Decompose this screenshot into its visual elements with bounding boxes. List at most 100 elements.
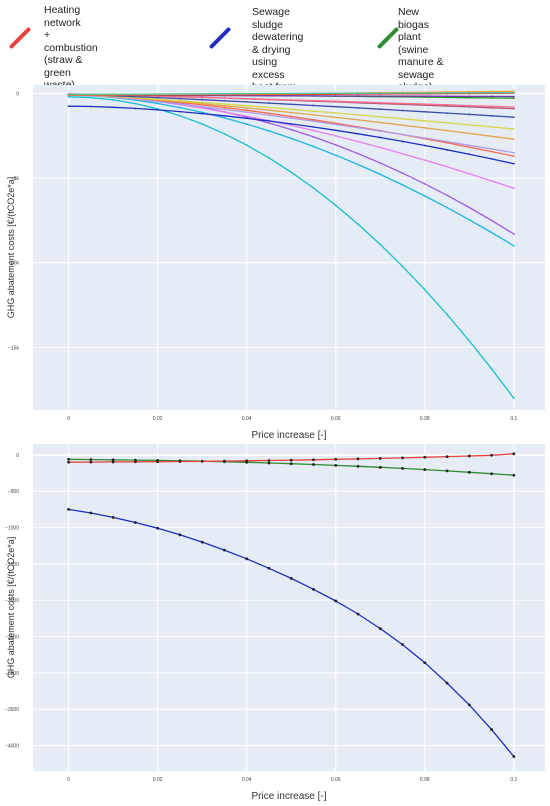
y-tick-label: −15k [8,345,19,351]
data-point [445,455,449,459]
data-point [401,133,404,136]
data-point [423,103,426,106]
data-point [490,91,493,94]
data-point [112,106,115,109]
data-point [357,114,359,116]
data-point [201,112,204,115]
data-point [290,92,293,95]
data-point [134,460,137,464]
x-tick-label: 0.04 [242,777,252,783]
data-point [357,119,359,121]
data-point [156,526,160,530]
data-point [423,126,426,129]
data-point [312,120,315,123]
x-tick-label: 0.06 [331,416,341,422]
plot-area [33,444,545,771]
data-point [156,96,159,99]
chart-bottom: 0 0.02 0.04 0.06 0.08 0.1 0 −500 −1000 −1500 −2000… [5,444,545,802]
data-point [178,533,182,537]
x-tick-label: 0 [67,777,70,783]
data-point [268,120,270,122]
y-tick-label: −2000 [5,598,19,604]
data-point [512,106,515,108]
data-point [445,681,449,685]
data-point [268,114,270,117]
data-point [468,106,471,108]
data-point [201,101,204,104]
y-axis-title: GHG abatement costs [€/(tCO2e*a] [6,537,16,679]
data-point [200,540,204,544]
data-point [334,599,338,603]
data-point [357,163,359,166]
data-point [446,206,448,209]
data-point [268,102,270,104]
data-point [446,91,448,94]
data-point [446,95,448,98]
data-point [379,136,382,139]
x-axis-title: Price increase [-] [251,791,326,802]
data-point [223,117,226,119]
data-point [468,95,471,98]
data-point [334,144,337,146]
data-point [245,117,248,120]
data-point [179,103,181,105]
data-point [156,108,159,111]
data-point [378,627,382,630]
data-point [468,144,471,147]
data-point [290,137,293,140]
data-point [179,92,181,95]
x-tick-label: 0.1 [510,416,517,422]
y-tick-label: 0 [16,453,19,459]
data-point [512,244,515,247]
data-point [67,508,71,511]
data-point [512,97,515,100]
data-point [334,100,337,103]
data-point [401,184,404,186]
data-point [357,107,359,109]
y-tick-label: −5k [11,176,20,182]
data-point [179,110,181,113]
data-point [423,159,426,161]
data-point [268,98,270,101]
data-point [334,154,337,157]
data-point [379,92,382,95]
data-point [156,100,159,103]
data-point [379,121,382,124]
data-point [245,104,248,107]
data-point [357,126,359,129]
data-point [312,104,315,107]
data-point [490,231,493,234]
y-tick-label: −3000 [5,671,19,677]
data-point [468,123,471,126]
data-point [312,92,315,95]
data-point [156,102,159,105]
data-point [156,460,160,464]
data-point [446,313,448,316]
data-point [468,91,471,94]
data-point [357,132,359,135]
data-point [245,107,248,109]
data-point [334,95,337,97]
data-point [223,92,226,95]
data-point [67,95,70,98]
data-point [89,96,92,99]
data-point [89,460,93,464]
data-point [357,101,359,103]
data-point [179,97,181,100]
data-point [490,367,493,370]
data-point [134,107,137,110]
data-point [512,187,515,190]
data-point [134,102,137,105]
data-point [223,111,226,113]
data-point [512,151,515,154]
data-point [312,126,315,128]
data-point [357,140,359,143]
data-point [201,105,204,108]
data-point [290,103,293,106]
data-point [312,95,315,97]
data-point [334,204,337,207]
x-axis-title: Price increase [-] [251,430,326,441]
data-point [223,132,226,135]
data-point [378,456,382,460]
data-point [512,473,516,477]
